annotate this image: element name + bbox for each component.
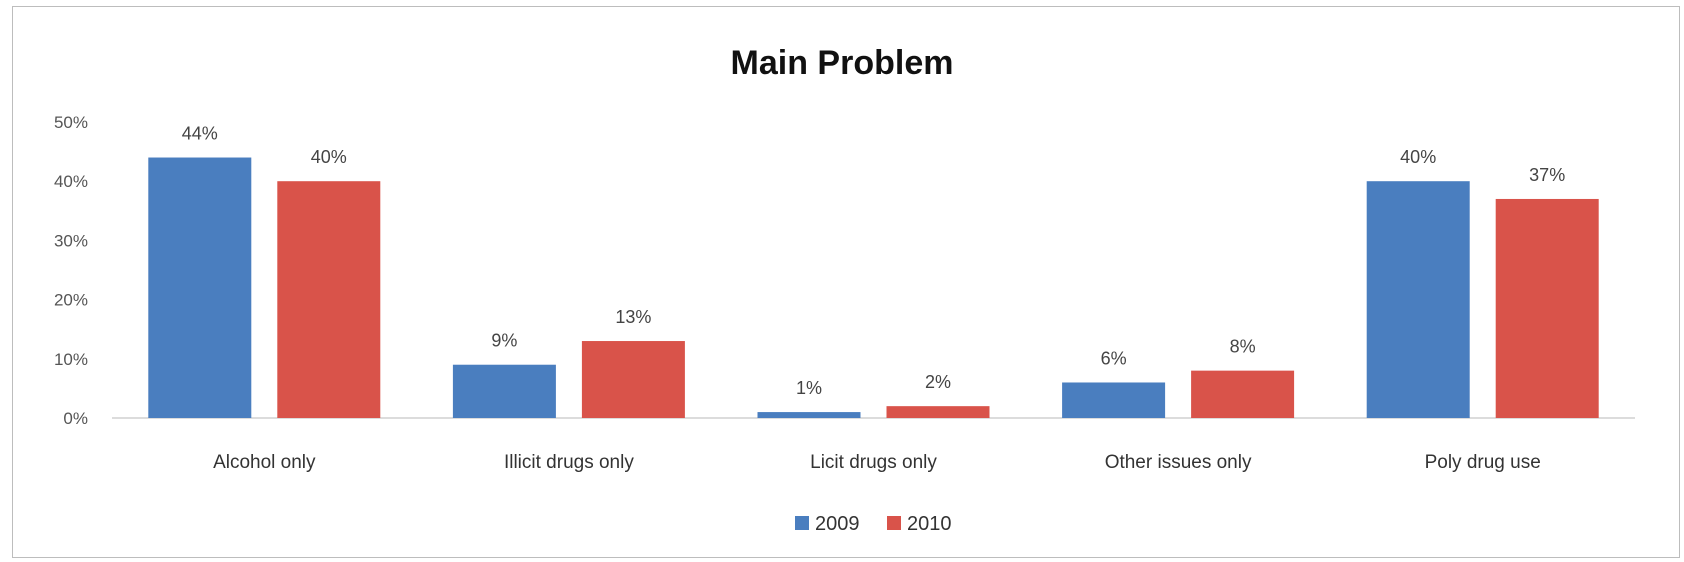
y-tick-label: 20% bbox=[54, 291, 88, 310]
y-axis-ticks: 0% 10% 20% 30% 40% 50% bbox=[54, 113, 88, 428]
legend-swatch-2009 bbox=[795, 516, 809, 530]
bars-group bbox=[148, 157, 1599, 418]
data-label: 40% bbox=[311, 147, 347, 167]
data-label: 8% bbox=[1230, 337, 1256, 357]
category-label: Licit drugs only bbox=[810, 452, 937, 473]
bar-2010-4 bbox=[1495, 198, 1599, 418]
y-tick-label: 50% bbox=[54, 113, 88, 132]
data-labels-group: 44% 40% 9% 13% 1% 2% 6% 8% 40% 37% bbox=[182, 124, 1565, 399]
legend-label-2009: 2009 bbox=[815, 513, 860, 535]
category-label: Alcohol only bbox=[213, 452, 316, 473]
bar-2009-4 bbox=[1366, 181, 1470, 418]
y-tick-label: 10% bbox=[54, 350, 88, 369]
y-tick-label: 40% bbox=[54, 172, 88, 191]
data-label: 44% bbox=[182, 124, 218, 144]
bar-2009-1 bbox=[452, 364, 556, 418]
category-label: Poly drug use bbox=[1425, 452, 1541, 473]
legend-label-2010: 2010 bbox=[907, 513, 952, 535]
data-label: 2% bbox=[925, 372, 951, 392]
chart-title: Main Problem bbox=[731, 44, 954, 82]
data-label: 13% bbox=[615, 307, 651, 327]
category-labels-group: Alcohol only Illicit drugs only Licit drug… bbox=[213, 452, 1541, 473]
category-label: Other issues only bbox=[1105, 452, 1252, 473]
data-label: 40% bbox=[1400, 147, 1436, 167]
data-label: 37% bbox=[1529, 165, 1565, 185]
data-label: 9% bbox=[491, 331, 517, 351]
bar-2009-2 bbox=[757, 412, 861, 418]
category-label: Illicit drugs only bbox=[504, 452, 634, 473]
y-tick-label: 0% bbox=[63, 409, 88, 428]
bar-2010-3 bbox=[1191, 370, 1295, 418]
y-tick-label: 30% bbox=[54, 231, 88, 250]
data-label: 1% bbox=[796, 378, 822, 398]
data-label: 6% bbox=[1101, 348, 1127, 368]
legend-swatch-2010 bbox=[887, 516, 901, 530]
bar-2010-2 bbox=[886, 406, 990, 418]
bar-2010-0 bbox=[277, 181, 381, 418]
bar-2009-0 bbox=[148, 157, 252, 418]
bar-2010-1 bbox=[581, 341, 685, 418]
bar-2009-3 bbox=[1062, 382, 1166, 418]
legend: 2009 2010 bbox=[795, 513, 952, 535]
